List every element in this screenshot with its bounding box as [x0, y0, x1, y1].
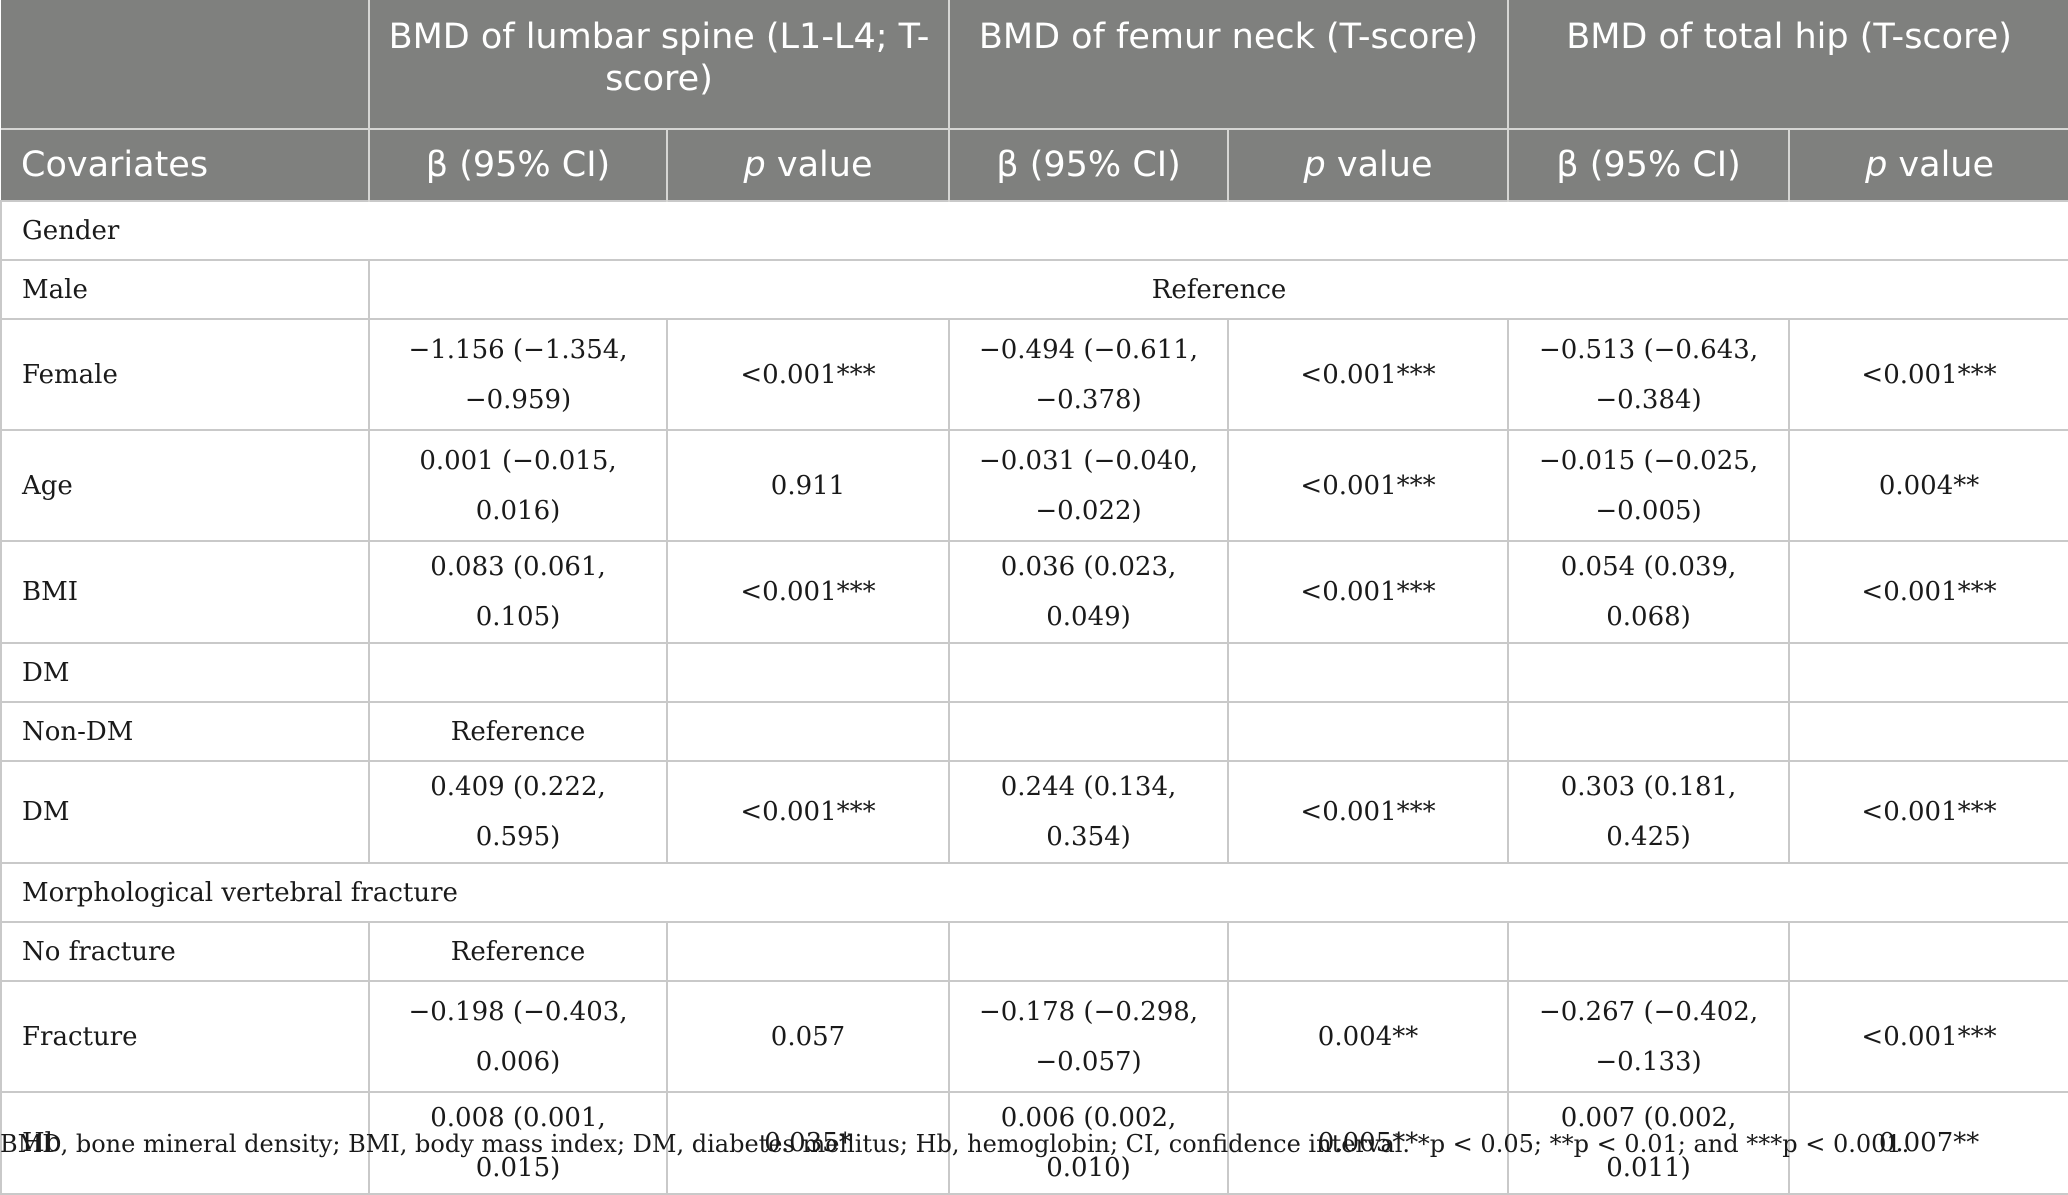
p-value-cell: 0.004** — [1227, 980, 1510, 1093]
row-label: BMI — [0, 540, 370, 644]
beta-ci-cell: −0.513 (−0.643, −0.384) — [1507, 318, 1791, 431]
p-value-cell: 0.004** — [1788, 429, 2068, 542]
p-value-cell — [1227, 642, 1510, 703]
p-value-cell — [665, 701, 951, 762]
p-value-cell — [665, 642, 951, 703]
table-row: Gender — [0, 200, 2068, 261]
p-value-cell: <0.001*** — [1788, 760, 2068, 864]
group-header-femur-neck: BMD of femur neck (T-score) — [949, 0, 1510, 130]
p-value-header-femur: p value — [1228, 129, 1510, 201]
beta-ci-cell: −0.198 (−0.403, 0.006) — [368, 980, 668, 1093]
beta-ci-cell: 0.244 (0.134, 0.354) — [948, 760, 1230, 864]
table-row: Morphological vertebral fracture — [0, 862, 2068, 923]
p-rest: value — [1325, 145, 1433, 185]
p-value-cell: <0.001*** — [1788, 318, 2068, 431]
beta-ci-cell — [1507, 642, 1791, 703]
p-italic: p — [1303, 145, 1326, 185]
p-value-cell — [1227, 921, 1510, 982]
p-value-cell: <0.001*** — [665, 760, 951, 864]
table-row: Fracture −0.198 (−0.403, 0.006) 0.057 −0.17… — [0, 980, 2068, 1093]
row-label: No fracture — [0, 921, 370, 982]
section-label: Gender — [0, 200, 2068, 261]
p-value-cell: <0.001*** — [1227, 318, 1510, 431]
beta-ci-cell: 0.409 (0.222, 0.595) — [368, 760, 668, 864]
beta-ci-cell: Reference — [368, 701, 668, 762]
covariates-header: Covariates — [1, 129, 370, 201]
p-value-cell — [665, 921, 951, 982]
row-label: Fracture — [0, 980, 370, 1093]
table-row: Non-DM Reference — [0, 701, 2068, 762]
row-label: Male — [0, 259, 370, 320]
p-value-cell — [1788, 921, 2068, 982]
beta-ci-cell: 0.054 (0.039, 0.068) — [1507, 540, 1791, 644]
p-value-cell: <0.001*** — [665, 318, 951, 431]
table-footnote: BMD, bone mineral density; BMI, body mas… — [0, 1130, 1910, 1158]
row-label: DM — [0, 642, 370, 703]
group-header-total-hip: BMD of total hip (T-score) — [1508, 0, 2068, 130]
table-header: BMD of lumbar spine (L1-L4; T-score) BMD… — [1, 0, 2068, 201]
p-value-cell: 0.911 — [665, 429, 951, 542]
beta-header-femur: β (95% CI) — [949, 129, 1230, 201]
p-italic: p — [743, 145, 766, 185]
p-value-cell: <0.001*** — [665, 540, 951, 644]
p-italic: p — [1865, 145, 1888, 185]
beta-ci-cell: −0.267 (−0.402, −0.133) — [1507, 980, 1791, 1093]
table-row: BMI 0.083 (0.061, 0.105) <0.001*** 0.036 (0… — [0, 540, 2068, 644]
reference-cell: Reference — [367, 259, 2068, 320]
beta-ci-cell: 0.303 (0.181, 0.425) — [1507, 760, 1791, 864]
beta-ci-cell — [948, 921, 1230, 982]
sub-header-row: Covariates β (95% CI) p value β (95% CI)… — [1, 129, 2068, 201]
beta-ci-cell — [1507, 701, 1791, 762]
table-row: Male Reference — [0, 259, 2068, 320]
beta-ci-cell: 0.001 (−0.015, 0.016) — [368, 429, 668, 542]
beta-header-lumbar: β (95% CI) — [369, 129, 668, 201]
table-row: DM 0.409 (0.222, 0.595) <0.001*** 0.244 (0.… — [0, 760, 2068, 864]
row-label: DM — [0, 760, 370, 864]
beta-ci-cell — [368, 642, 668, 703]
table-row: Female −1.156 (−1.354, −0.959) <0.001*** −0… — [0, 318, 2068, 431]
p-value-cell — [1788, 642, 2068, 703]
beta-ci-cell — [948, 642, 1230, 703]
p-value-header-lumbar: p value — [667, 129, 951, 201]
p-value-cell: <0.001*** — [1227, 760, 1510, 864]
beta-header-hip: β (95% CI) — [1508, 129, 1791, 201]
table-row: No fracture Reference — [0, 921, 2068, 982]
p-value-cell — [1227, 701, 1510, 762]
beta-ci-cell: 0.083 (0.061, 0.105) — [368, 540, 668, 644]
p-value-cell: 0.057 — [665, 980, 951, 1093]
beta-ci-cell — [948, 701, 1230, 762]
beta-ci-cell: −1.156 (−1.354, −0.959) — [368, 318, 668, 431]
p-value-cell — [1788, 701, 2068, 762]
beta-ci-cell: 0.036 (0.023, 0.049) — [948, 540, 1230, 644]
beta-ci-cell: −0.178 (−0.298, −0.057) — [948, 980, 1230, 1093]
p-value-cell: <0.001*** — [1788, 540, 2068, 644]
group-header-empty — [1, 0, 370, 130]
group-header-row: BMD of lumbar spine (L1-L4; T-score) BMD… — [1, 0, 2068, 130]
table-row: DM — [0, 642, 2068, 703]
beta-ci-cell: Reference — [368, 921, 668, 982]
table-body: Gender Male Reference Female −1.156 (−1.354,… — [0, 200, 2068, 1195]
row-label: Age — [0, 429, 370, 542]
section-label: Morphological vertebral fracture — [0, 862, 2068, 923]
row-label: Non-DM — [0, 701, 370, 762]
beta-ci-cell: −0.015 (−0.025, −0.005) — [1507, 429, 1791, 542]
p-value-cell: <0.001*** — [1227, 429, 1510, 542]
p-rest: value — [1887, 145, 1995, 185]
beta-ci-cell — [1507, 921, 1791, 982]
table-row: Age 0.001 (−0.015, 0.016) 0.911 −0.031 (−0.… — [0, 429, 2068, 542]
p-value-header-hip: p value — [1789, 129, 2068, 201]
p-value-cell: <0.001*** — [1227, 540, 1510, 644]
row-label: Female — [0, 318, 370, 431]
p-value-cell: <0.001*** — [1788, 980, 2068, 1093]
beta-ci-cell: −0.494 (−0.611, −0.378) — [948, 318, 1230, 431]
beta-ci-cell: −0.031 (−0.040, −0.022) — [948, 429, 1230, 542]
p-rest: value — [765, 145, 873, 185]
group-header-lumbar-spine: BMD of lumbar spine (L1-L4; T-score) — [369, 0, 951, 130]
